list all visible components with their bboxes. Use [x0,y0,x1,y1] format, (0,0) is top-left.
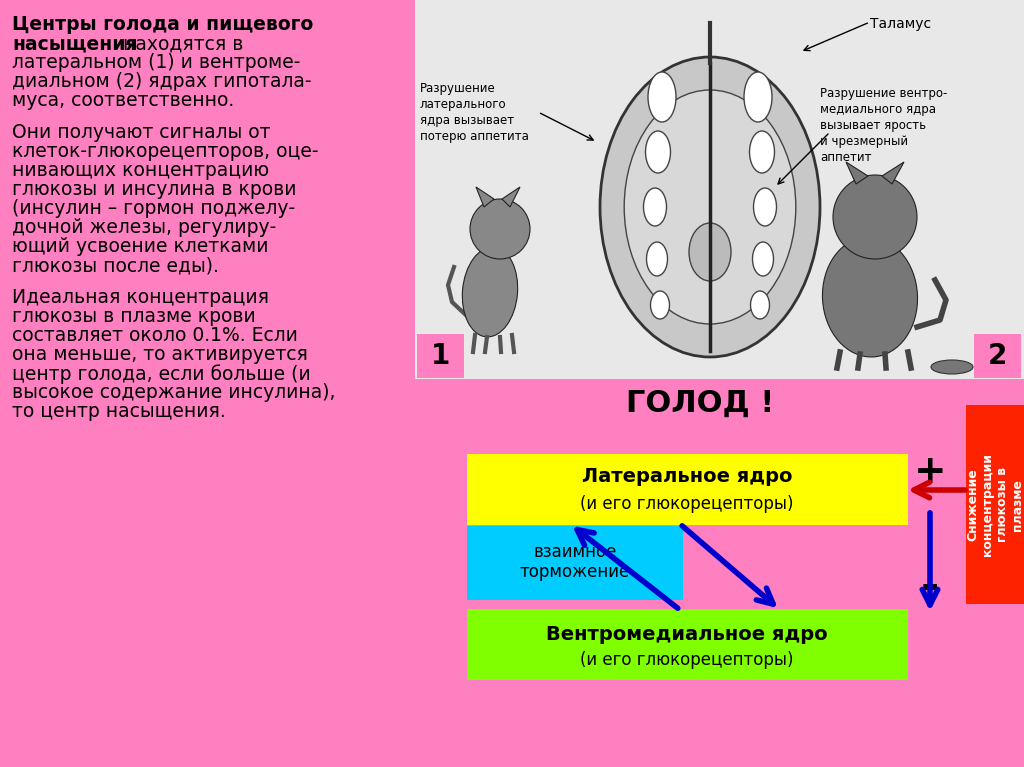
Ellipse shape [648,72,676,122]
Circle shape [780,222,784,226]
Ellipse shape [753,242,773,276]
Circle shape [741,260,745,264]
Text: латеральном (1) и вентроме-: латеральном (1) и вентроме- [12,53,300,72]
Circle shape [771,155,775,159]
Text: Центры голода и пищевого: Центры голода и пищевого [12,15,313,34]
Text: Разрушение
латерального
ядра вызывает
потерю аппетита: Разрушение латерального ядра вызывает по… [420,82,528,143]
Text: глюкозы и инсулина в крови: глюкозы и инсулина в крови [12,180,297,199]
Text: она меньше, то активируется: она меньше, то активируется [12,345,308,364]
Text: Идеальная концентрация: Идеальная концентрация [12,288,269,307]
Text: составляет около 0.1%. Если: составляет около 0.1%. Если [12,326,298,345]
Text: находятся в: находятся в [117,34,244,53]
Text: высокое содержание инсулина),: высокое содержание инсулина), [12,383,336,402]
Ellipse shape [462,247,518,337]
Circle shape [760,218,764,222]
FancyBboxPatch shape [417,334,464,378]
Text: клеток-глюкорецепторов, оце-: клеток-глюкорецепторов, оце- [12,142,318,161]
Text: Вентромедиальное ядро: Вентромедиальное ядро [546,624,827,644]
Circle shape [726,137,730,142]
Ellipse shape [421,344,459,356]
Ellipse shape [645,131,671,173]
FancyBboxPatch shape [974,334,1021,378]
Circle shape [771,255,775,259]
Ellipse shape [600,57,820,357]
Ellipse shape [931,360,973,374]
Ellipse shape [822,237,918,357]
Text: (и его глюкорецепторы): (и его глюкорецепторы) [581,495,794,513]
Circle shape [754,170,758,173]
Text: дочной железы, регулиру-: дочной железы, регулиру- [12,218,276,237]
Circle shape [763,162,766,166]
FancyBboxPatch shape [467,609,908,680]
Circle shape [833,175,918,259]
Circle shape [723,151,726,155]
Text: 1: 1 [430,342,450,370]
Polygon shape [882,162,904,184]
Circle shape [749,271,753,275]
FancyBboxPatch shape [966,405,1024,604]
Circle shape [733,111,737,115]
Text: -: - [921,565,939,608]
Text: ющий усвоение клетками: ющий усвоение клетками [12,237,268,256]
Circle shape [723,259,726,263]
FancyBboxPatch shape [415,0,1024,379]
Circle shape [770,190,774,194]
Ellipse shape [689,223,731,281]
Circle shape [735,249,739,253]
Polygon shape [502,187,520,207]
Circle shape [744,176,749,180]
Polygon shape [846,162,868,184]
Text: Таламус: Таламус [870,17,931,31]
Circle shape [729,285,733,290]
Ellipse shape [754,188,776,226]
Circle shape [755,281,759,285]
Ellipse shape [751,291,769,319]
Text: 2: 2 [987,342,1007,370]
Ellipse shape [750,131,774,173]
FancyBboxPatch shape [467,454,908,525]
Text: (инсулин – гормон поджелу-: (инсулин – гормон поджелу- [12,199,295,218]
Circle shape [770,220,774,224]
Circle shape [763,248,766,252]
Ellipse shape [625,90,796,324]
Circle shape [741,150,745,154]
Ellipse shape [744,72,772,122]
Text: нивающих концентрацию: нивающих концентрацию [12,161,269,180]
Text: насыщения: насыщения [12,34,137,53]
Ellipse shape [643,188,667,226]
Polygon shape [476,187,494,207]
Circle shape [750,215,754,219]
Text: (и его глюкорецепторы): (и его глюкорецепторы) [581,651,794,669]
Text: глюкозы после еды).: глюкозы после еды). [12,256,219,275]
Circle shape [733,298,737,303]
Circle shape [755,129,759,133]
Text: муса, соответственно.: муса, соответственно. [12,91,234,110]
Text: Снижение
концентрации
глюкозы в
плазме: Снижение концентрации глюкозы в плазме [966,453,1024,556]
Circle shape [729,124,733,128]
Circle shape [780,188,784,192]
Text: +: + [913,453,946,491]
Circle shape [750,195,754,199]
Circle shape [760,193,764,196]
Text: Они получают сигналы от: Они получают сигналы от [12,123,270,142]
Circle shape [726,272,730,276]
Circle shape [735,161,739,165]
Ellipse shape [650,291,670,319]
Ellipse shape [646,242,668,276]
FancyBboxPatch shape [467,526,683,600]
Text: Разрушение вентро-
медиального ядра
вызывает ярость
и чрезмерный
аппетит: Разрушение вентро- медиального ядра вызы… [820,87,947,164]
Text: центр голода, если больше (и: центр голода, если больше (и [12,364,310,384]
Circle shape [470,199,530,259]
Text: диальном (2) ядрах гипотала-: диальном (2) ядрах гипотала- [12,72,311,91]
Circle shape [754,241,758,245]
Text: Латеральное ядро: Латеральное ядро [582,468,793,486]
Text: ГОЛОД !: ГОЛОД ! [626,389,774,418]
Circle shape [744,234,749,238]
Text: то центр насыщения.: то центр насыщения. [12,402,225,421]
Text: взаимное
торможение: взаимное торможение [520,542,630,581]
Text: глюкозы в плазме крови: глюкозы в плазме крови [12,307,256,326]
Circle shape [749,140,753,143]
